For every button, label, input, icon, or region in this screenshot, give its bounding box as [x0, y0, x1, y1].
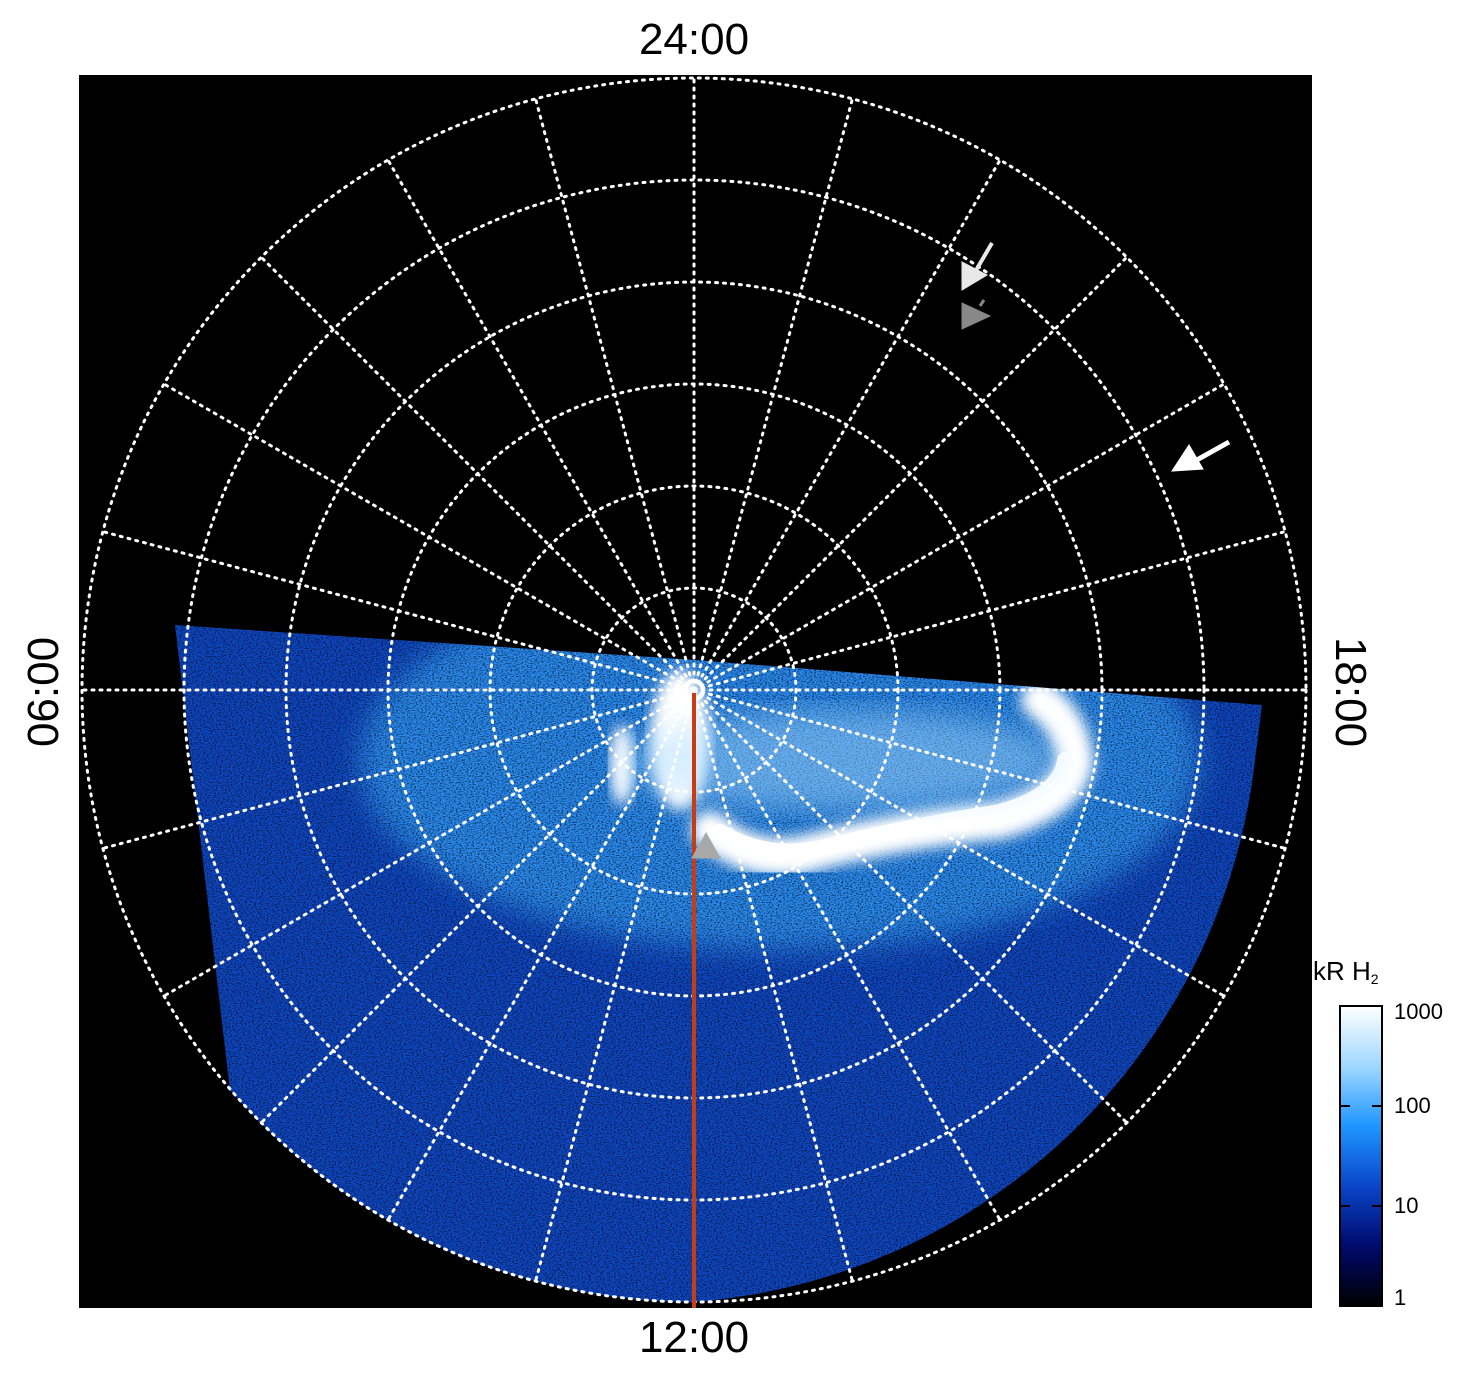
colorbar: [1339, 1005, 1383, 1307]
annotation-arrow-light-gray: [961, 241, 994, 291]
emission-layer: [175, 625, 1262, 1303]
inner-arc: [620, 710, 1060, 810]
colorbar-tick-label: 100: [1394, 1093, 1431, 1118]
meridian-19: [101, 530, 696, 692]
meridian-21: [259, 255, 696, 692]
meridian-1: [692, 97, 854, 692]
colorbar-tick-label: 1000: [1394, 999, 1443, 1024]
local-time-label-right: 18:00: [1326, 636, 1375, 748]
colorbar-title-subscript: 2: [1370, 971, 1379, 987]
meridian-9: [692, 688, 1129, 1125]
meridian-23: [534, 97, 696, 692]
annotation-arrow-noon: [691, 831, 721, 859]
local-time-label-left: 06:00: [19, 636, 68, 748]
local-time-label-bottom: 12:00: [638, 1313, 750, 1362]
meridian-5: [692, 530, 1287, 692]
meridian-22: [386, 158, 696, 692]
meridian-20: [162, 382, 696, 692]
colorbar-title-text: kR H: [1313, 956, 1371, 986]
meridian-10: [692, 688, 1002, 1222]
meridian-2: [692, 158, 1002, 692]
annotation-arrow-white: [1171, 439, 1231, 472]
meridian-4: [692, 382, 1226, 692]
annotation-arrow-dark-gray: [961, 299, 992, 330]
colorbar-fill: [1340, 1006, 1382, 1306]
meridian-7: [692, 688, 1287, 850]
meridian-8: [692, 688, 1226, 998]
meridian-11: [692, 688, 854, 1283]
meridian-15: [259, 688, 696, 1125]
local-time-label-top: 24:00: [638, 15, 750, 64]
meridian-17: [101, 688, 696, 850]
colorbar-tick-label: 10: [1394, 1193, 1419, 1218]
colorbar-frame: [1339, 1005, 1383, 1307]
annotation-arrows: [691, 241, 1231, 859]
meridian-16: [162, 688, 696, 998]
main-oval-core: [712, 752, 1073, 860]
meridian-14: [386, 688, 696, 1222]
colorbar-tick-label: 1: [1394, 1285, 1407, 1310]
meridian-13: [534, 688, 696, 1283]
colorbar-title: kR H2: [1313, 956, 1379, 987]
meridian-3: [692, 255, 1129, 692]
